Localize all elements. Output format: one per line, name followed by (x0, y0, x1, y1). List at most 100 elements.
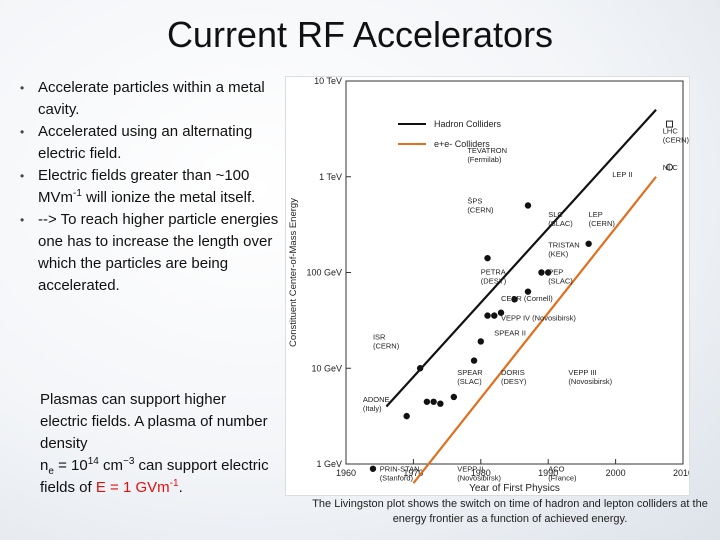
data-point (497, 309, 505, 316)
point-label-sub: (Novosibirsk) (568, 377, 612, 386)
x-tick-label: 1960 (336, 468, 356, 478)
point-label-sub: (CERN) (589, 219, 616, 228)
y-tick-label: 10 TeV (314, 77, 342, 86)
density-exponent: 14 (87, 456, 99, 467)
point-label-sub: (Italy) (363, 404, 382, 413)
point-label: VEPP IV (Novosibirsk) (501, 313, 576, 322)
bullet-item: --> To reach higher particle energies on… (18, 209, 280, 297)
point-label: PEP (548, 267, 563, 276)
hadron-trend-line (385, 108, 657, 408)
data-point (491, 312, 498, 319)
bullet-text-tail: will ionize the metal itself. (81, 189, 256, 206)
data-point (430, 398, 437, 405)
plasma-note: Plasmas can support higher electric fiel… (40, 389, 275, 499)
plasma-text: Plasmas can support higher electric fiel… (40, 391, 268, 452)
point-label: SLC (548, 210, 563, 219)
data-point (524, 288, 532, 295)
point-label-sub: (SLAC) (548, 276, 573, 285)
bullet-text: Accelerated using an alternating electri… (38, 123, 253, 162)
data-point (545, 269, 552, 276)
data-point (403, 412, 410, 420)
figure-caption: The Livingston plot shows the switch on … (312, 498, 708, 525)
data-point (524, 202, 532, 209)
data-point (484, 254, 491, 262)
point-label-sub: (CERN) (467, 206, 494, 215)
point-label: VEPP II (457, 465, 483, 474)
data-point (477, 338, 484, 345)
point-label-sub: (SLAC) (457, 377, 482, 386)
x-tick-label: 2010 (673, 468, 689, 478)
point-label: DORIS (501, 368, 525, 377)
bullet-item: Accelerate particles within a metal cavi… (18, 77, 280, 121)
point-label: TEVATRON (467, 146, 507, 155)
data-point (538, 269, 545, 276)
point-label-sub: (CERN) (663, 136, 689, 145)
chart-svg: 1 GeV 10 GeV 100 GeV 1 TeV 10 TeV 1960 1970 198… (288, 76, 693, 494)
bullet-item: Electric fields greater than ~100 MVm-1 … (18, 165, 280, 209)
point-label: PRIN-STAN (380, 465, 420, 474)
point-label: LHC (663, 127, 679, 136)
point-label-sub: (Fermilab) (467, 155, 502, 164)
legend-lepton-label: e+e- Colliders (434, 139, 490, 149)
legend-hadron-label: Hadron Colliders (434, 119, 502, 129)
x-tick-label: 1980 (471, 468, 491, 478)
data-point (437, 400, 444, 407)
data-point (470, 357, 478, 364)
point-label-sub: (CERN) (373, 342, 400, 351)
point-label-sub: (SLAC) (548, 219, 573, 228)
point-label: SPEAR (457, 368, 483, 377)
density-unit-exponent: −3 (122, 456, 135, 467)
bullet-text: --> To reach higher particle energies on… (38, 211, 279, 294)
data-point (666, 120, 674, 128)
x-tick-label: 1990 (538, 468, 558, 478)
data-point (369, 465, 377, 472)
period: . (178, 479, 183, 496)
density-equals: = 10 (53, 457, 88, 474)
density-subscript: e (48, 466, 54, 477)
bullet-item: Accelerated using an alternating electri… (18, 121, 280, 165)
bullet-text: Electric fields greater than ~100 MVm (38, 167, 250, 206)
bullet-superscript: -1 (73, 188, 82, 199)
point-label: LEP II (612, 170, 632, 179)
y-tick-label: 10 GeV (311, 363, 342, 373)
point-label-sub: (DESY) (481, 276, 507, 285)
point-label: VEPP III (568, 368, 596, 377)
point-label-sub: (Stanford) (380, 474, 414, 483)
livingston-plot: 1 GeV 10 GeV 100 GeV 1 TeV 10 TeV 1960 1970 198… (285, 76, 693, 496)
point-label: CESR (Cornell) (501, 294, 553, 303)
point-label-sub: (France) (548, 474, 577, 483)
y-tick-label: 1 GeV (316, 459, 342, 469)
slide-title: Current RF Accelerators (166, 14, 554, 55)
data-point (484, 312, 491, 319)
y-tick-label: 1 TeV (319, 172, 342, 182)
point-label: ACO (548, 465, 564, 474)
density-symbol: n (40, 457, 49, 474)
y-tick-label: 100 GeV (306, 268, 342, 278)
point-label: TRISTAN (548, 241, 580, 250)
data-point (416, 365, 424, 372)
point-label: SPEAR II (494, 329, 526, 338)
efield-exponent: -1 (169, 478, 179, 489)
point-label: PETRA (481, 267, 506, 276)
data-point (666, 163, 674, 171)
data-point (423, 398, 431, 405)
bullet-text: Accelerate particles within a metal cavi… (38, 79, 265, 118)
plot-frame (345, 80, 684, 465)
point-label: NLC (663, 163, 679, 172)
data-point (450, 393, 458, 401)
bullet-list: Accelerate particles within a metal cavi… (18, 77, 280, 297)
point-label: ISR (373, 333, 386, 342)
efield-value: E = 1 GVm (95, 479, 170, 496)
plasma-text-2: can support electric fields of (40, 457, 269, 496)
x-axis-title: Year of First Physics (469, 483, 560, 494)
point-label: ADONE (363, 395, 390, 404)
density-unit: cm (98, 457, 123, 474)
point-label-sub: (DESY) (501, 377, 527, 386)
point-label-sub: (Novosibirsk) (457, 474, 501, 483)
point-label: LEP (589, 210, 603, 219)
data-point (585, 240, 592, 247)
point-label: S̄PS (467, 197, 482, 206)
x-tick-label: 1970 (403, 468, 423, 478)
x-tick-label: 2000 (606, 468, 626, 478)
lepton-trend-line (412, 176, 657, 484)
